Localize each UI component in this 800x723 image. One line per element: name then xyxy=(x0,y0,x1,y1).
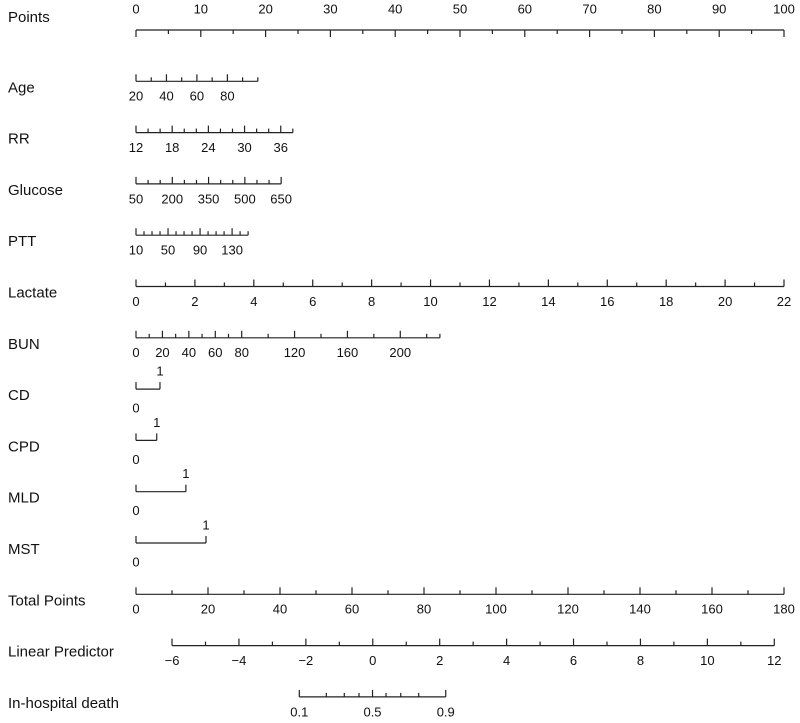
tick-label: −2 xyxy=(298,653,313,668)
tick-label: 60 xyxy=(345,602,359,617)
tick-label: 200 xyxy=(161,191,183,206)
tick-label: 20 xyxy=(129,89,143,104)
row-label: MST xyxy=(8,541,40,558)
tick-label: 12 xyxy=(129,140,143,155)
tick-label: 30 xyxy=(323,1,337,16)
row-label: Glucose xyxy=(8,182,63,199)
tick-label: 0 xyxy=(132,503,139,518)
tick-label: 60 xyxy=(518,1,532,16)
tick-label: 20 xyxy=(258,1,272,16)
tick-label: 1 xyxy=(202,517,209,532)
row-label: RR xyxy=(8,131,30,148)
tick-label: 0 xyxy=(132,294,139,309)
tick-label: 60 xyxy=(190,89,204,104)
tick-label: 18 xyxy=(659,294,673,309)
tick-label: 80 xyxy=(647,1,661,16)
tick-label: 140 xyxy=(629,602,651,617)
tick-label: 50 xyxy=(453,1,467,16)
tick-label: 30 xyxy=(237,140,251,155)
tick-label: 22 xyxy=(777,294,791,309)
tick-label: 4 xyxy=(503,653,510,668)
row-label: Linear Predictor xyxy=(8,644,114,661)
tick-label: 50 xyxy=(161,243,175,258)
row-label: Points xyxy=(8,9,50,26)
tick-label: 80 xyxy=(220,89,234,104)
tick-label: 0 xyxy=(132,554,139,569)
tick-label: 90 xyxy=(712,1,726,16)
row-label: PTT xyxy=(8,233,36,250)
tick-label: 2 xyxy=(191,294,198,309)
tick-label: 16 xyxy=(600,294,614,309)
tick-label: 12 xyxy=(482,294,496,309)
tick-label: 4 xyxy=(250,294,257,309)
row-label: Lactate xyxy=(8,284,57,301)
tick-label: 40 xyxy=(182,345,196,360)
tick-label: 0 xyxy=(132,401,139,416)
tick-label: 0 xyxy=(132,452,139,467)
tick-label: 180 xyxy=(773,602,795,617)
tick-label: 8 xyxy=(637,653,644,668)
tick-label: 1 xyxy=(153,415,160,430)
tick-label: 350 xyxy=(198,191,220,206)
tick-label: 160 xyxy=(337,345,359,360)
tick-label: 6 xyxy=(570,653,577,668)
row-label: Total Points xyxy=(8,592,86,609)
tick-label: 120 xyxy=(284,345,306,360)
tick-label: 160 xyxy=(701,602,723,617)
tick-label: 40 xyxy=(388,1,402,16)
row-label: CD xyxy=(8,387,30,404)
tick-label: 500 xyxy=(234,191,256,206)
tick-label: 0 xyxy=(132,345,139,360)
tick-label: 650 xyxy=(270,191,292,206)
tick-label: 100 xyxy=(773,1,795,16)
tick-label: 0.5 xyxy=(363,704,381,719)
tick-label: 130 xyxy=(221,243,243,258)
tick-label: 100 xyxy=(485,602,507,617)
tick-label: 1 xyxy=(156,364,163,379)
tick-label: −4 xyxy=(232,653,247,668)
tick-label: 80 xyxy=(417,602,431,617)
tick-label: 200 xyxy=(389,345,411,360)
tick-label: 24 xyxy=(201,140,215,155)
row-label: Age xyxy=(8,79,35,96)
tick-label: 12 xyxy=(767,653,781,668)
tick-label: 8 xyxy=(368,294,375,309)
tick-label: 60 xyxy=(208,345,222,360)
tick-label: 10 xyxy=(423,294,437,309)
tick-label: 2 xyxy=(436,653,443,668)
tick-label: 10 xyxy=(194,1,208,16)
tick-label: 20 xyxy=(718,294,732,309)
tick-label: 90 xyxy=(193,243,207,258)
tick-label: 0.1 xyxy=(290,704,308,719)
tick-label: 70 xyxy=(582,1,596,16)
tick-label: 1 xyxy=(182,466,189,481)
tick-label: 0.9 xyxy=(437,704,455,719)
tick-label: 20 xyxy=(201,602,215,617)
tick-label: 40 xyxy=(273,602,287,617)
tick-label: 18 xyxy=(165,140,179,155)
tick-label: 0 xyxy=(369,653,376,668)
row-label: In-hospital death xyxy=(8,695,119,712)
tick-label: 120 xyxy=(557,602,579,617)
tick-label: 20 xyxy=(155,345,169,360)
tick-label: 14 xyxy=(541,294,555,309)
row-label: CPD xyxy=(8,438,40,455)
tick-label: −6 xyxy=(165,653,180,668)
tick-label: 0 xyxy=(132,602,139,617)
row-label: MLD xyxy=(8,490,40,507)
tick-label: 40 xyxy=(159,89,173,104)
tick-label: 10 xyxy=(700,653,714,668)
tick-label: 6 xyxy=(309,294,316,309)
tick-label: 10 xyxy=(129,243,143,258)
row-label: BUN xyxy=(8,336,40,353)
tick-label: 0 xyxy=(132,1,139,16)
tick-label: 50 xyxy=(129,191,143,206)
tick-label: 80 xyxy=(234,345,248,360)
tick-label: 36 xyxy=(274,140,288,155)
